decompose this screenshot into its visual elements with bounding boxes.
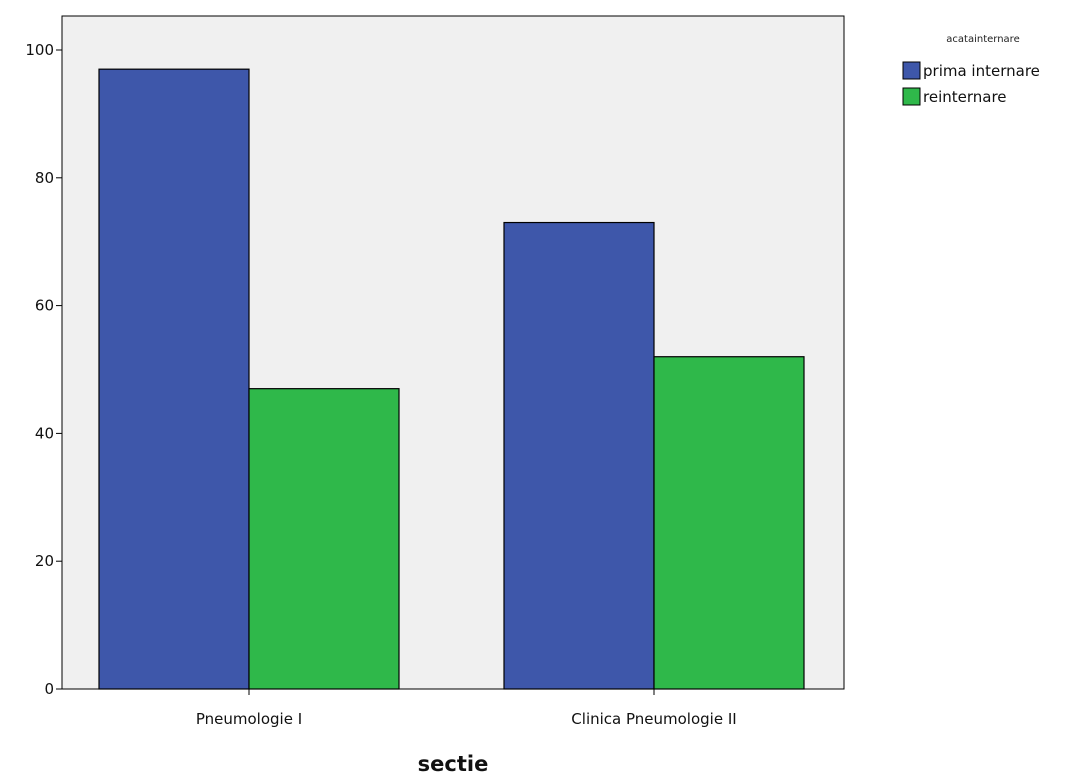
bar-reinternare-1 <box>248 388 400 690</box>
bars-group <box>98 68 805 690</box>
legend-swatch-prima-internare <box>902 61 921 80</box>
x-tick-label: Clinica Pneumologie II <box>571 710 736 728</box>
x-tick-label: Pneumologie I <box>196 710 302 728</box>
x-axis-title: sectie <box>418 752 489 776</box>
x-axis: Pneumologie I Clinica Pneumologie II <box>196 689 737 728</box>
legend-swatch-reinternare <box>902 87 921 106</box>
legend-title: acatainternare <box>946 34 1019 45</box>
bar-reinternare-2 <box>653 356 805 690</box>
y-axis: 0 20 40 60 80 100 <box>25 41 62 698</box>
legend-label-reinternare: reinternare <box>923 88 1007 106</box>
legend: acatainternare prima internare reinternar… <box>902 34 1040 106</box>
bar-prima-internare-2 <box>503 221 655 690</box>
legend-label-prima-internare: prima internare <box>923 62 1040 80</box>
y-tick-label: 80 <box>35 169 54 187</box>
bar-prima-internare-1 <box>98 68 250 690</box>
y-tick-label: 60 <box>35 297 54 315</box>
y-tick-label: 20 <box>35 552 54 570</box>
y-tick-label: 40 <box>35 424 54 442</box>
y-tick-label: 100 <box>25 41 54 59</box>
y-tick-label: 0 <box>44 680 54 698</box>
